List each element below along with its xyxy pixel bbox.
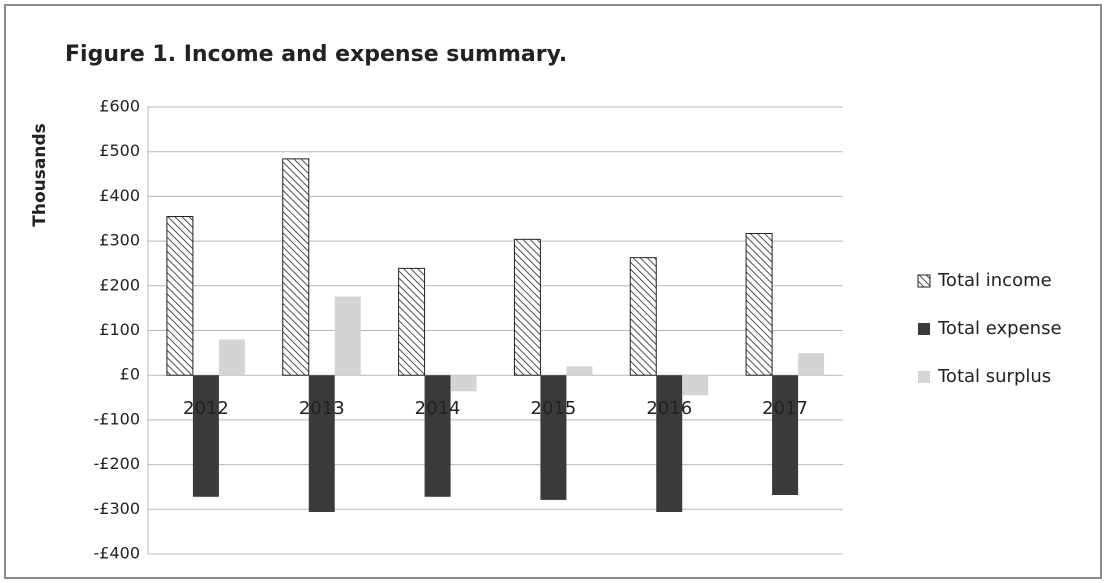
bar — [540, 375, 567, 500]
bar — [308, 375, 335, 512]
bar — [682, 375, 709, 396]
y-tick-label: -£400 — [94, 544, 141, 563]
y-tick-label: £200 — [99, 275, 140, 294]
bar — [450, 375, 477, 392]
y-tick-label: -£300 — [94, 499, 141, 518]
legend-label: Total expense — [937, 318, 1062, 339]
bar — [218, 339, 245, 376]
bar — [166, 216, 194, 376]
y-tick-label: -£200 — [94, 454, 141, 473]
y-tick-label: £600 — [99, 97, 140, 116]
x-tick-label: 2016 — [646, 398, 692, 419]
bar — [798, 353, 825, 376]
y-axis-title: Thousands — [30, 123, 50, 226]
legend-label: Total income — [937, 270, 1052, 291]
bar — [656, 375, 683, 512]
bar — [334, 296, 361, 376]
bar — [772, 375, 799, 495]
x-tick-label: 2013 — [299, 398, 345, 419]
legend-swatch — [918, 371, 930, 383]
legend-swatch — [918, 323, 930, 335]
x-tick-label: 2012 — [183, 398, 229, 419]
y-tick-label: £500 — [99, 141, 140, 160]
bar — [513, 238, 541, 376]
y-tick-label: £0 — [120, 365, 140, 384]
x-tick-label: 2017 — [762, 398, 808, 419]
y-tick-label: £300 — [99, 231, 140, 250]
bar — [745, 233, 773, 376]
bar — [192, 375, 219, 497]
chart-title: Figure 1. Income and expense summary. — [65, 42, 567, 67]
bar — [424, 375, 451, 497]
x-tick-label: 2014 — [415, 398, 461, 419]
bar — [282, 158, 310, 376]
y-tick-label: -£100 — [94, 409, 141, 428]
x-tick-label: 2015 — [531, 398, 577, 419]
legend-label: Total surplus — [937, 366, 1051, 387]
bar — [629, 257, 657, 376]
y-tick-label: £400 — [99, 186, 140, 205]
bar — [566, 366, 593, 376]
y-tick-label: £100 — [99, 320, 140, 339]
legend-swatch — [917, 274, 931, 288]
bar — [398, 267, 426, 376]
